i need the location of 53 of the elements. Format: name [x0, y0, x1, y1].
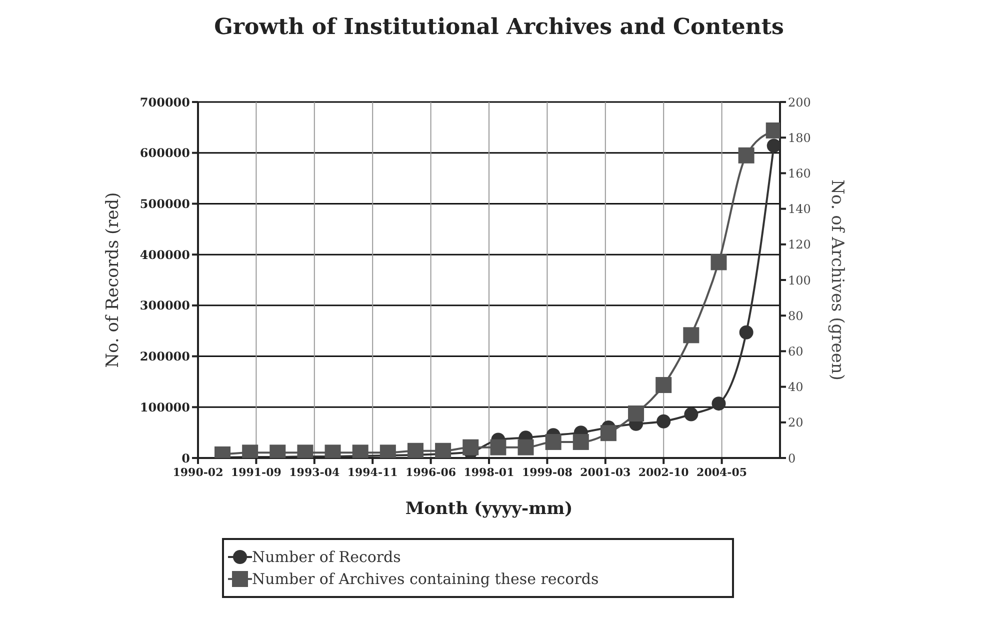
point — [738, 147, 754, 164]
x-tick-label: 2002-10 — [638, 466, 690, 479]
point — [572, 434, 589, 450]
y2-tick-label: 40 — [788, 380, 804, 394]
y2-tick-label: 140 — [788, 202, 811, 216]
x-tick-label: 2001-03 — [580, 466, 631, 479]
legend-label: Number of Archives containing these records — [252, 570, 599, 588]
point — [766, 138, 780, 153]
point — [545, 434, 562, 450]
y-tick-label: 600000 — [140, 146, 190, 160]
x-tick-label: 2004-05 — [696, 466, 748, 479]
y-axis-title: No. of Records (red) — [103, 192, 124, 368]
point — [710, 254, 727, 270]
y2-axis-title: No. of Archives (green) — [826, 180, 847, 380]
x-tick-label: 1994-11 — [347, 466, 398, 479]
y2-tick-label: 180 — [788, 130, 811, 145]
point — [407, 442, 424, 458]
x-tick-label: 1996-06 — [406, 466, 456, 479]
y2-tick-label: 0 — [788, 451, 796, 466]
y2-tick-label: 160 — [788, 166, 811, 180]
point — [712, 396, 726, 411]
y-tick-label: 0 — [182, 451, 190, 466]
y-tick-label: 400000 — [140, 248, 190, 262]
y2-tick-label: 20 — [788, 416, 804, 430]
point — [435, 442, 452, 458]
x-tick-label: 1991-09 — [230, 466, 282, 479]
y-tick-label: 300000 — [140, 298, 190, 313]
y-tick-label: 100000 — [140, 400, 190, 414]
point — [656, 377, 672, 394]
y2-tick-label: 60 — [788, 344, 804, 358]
x-axis-title: Month (yyyy-mm) — [405, 499, 573, 519]
point — [490, 439, 506, 456]
point — [684, 407, 698, 422]
point — [739, 325, 754, 340]
point — [683, 327, 700, 344]
y2-tick-label: 100 — [788, 273, 811, 288]
legend-label: Number of Records — [252, 548, 401, 566]
point — [600, 425, 616, 442]
y-tick-label: 700000 — [140, 95, 190, 110]
y2-tick-label: 80 — [788, 308, 804, 323]
x-tick-label: 1998-01 — [464, 466, 514, 479]
point — [656, 414, 671, 428]
y2-tick-label: 120 — [788, 238, 811, 252]
point — [628, 406, 644, 422]
chart-title: Growth of Institutional Archives and Contents — [213, 14, 785, 40]
x-tick-label: 1993-04 — [289, 466, 340, 479]
x-tick-label: 1999-08 — [522, 466, 573, 479]
y-tick-label: 500000 — [140, 196, 190, 211]
point — [518, 439, 534, 456]
x-tick-label: 1990-02 — [172, 466, 224, 479]
y-tick-label: 200000 — [140, 350, 190, 364]
point — [462, 439, 479, 456]
y2-tick-label: 200 — [788, 95, 811, 110]
